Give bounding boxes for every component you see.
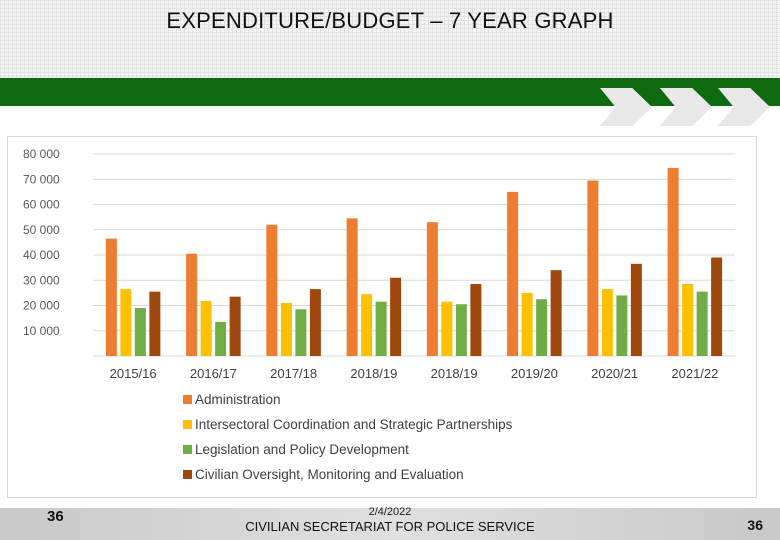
bar bbox=[295, 309, 307, 356]
y-tick-label: 60 000 bbox=[23, 198, 60, 212]
bar bbox=[426, 222, 438, 356]
bar bbox=[120, 289, 132, 356]
legend-swatch bbox=[183, 445, 192, 454]
bar bbox=[390, 277, 402, 356]
header-band bbox=[0, 0, 780, 78]
bar bbox=[105, 238, 117, 356]
green-accent-bar bbox=[0, 78, 780, 106]
bar bbox=[470, 284, 482, 356]
bar bbox=[134, 308, 146, 356]
bar bbox=[521, 292, 533, 356]
legend-swatch bbox=[183, 420, 192, 429]
bar bbox=[215, 321, 227, 356]
legend-label: Administration bbox=[195, 392, 281, 407]
bar bbox=[280, 302, 292, 356]
bar bbox=[229, 296, 241, 356]
bar bbox=[587, 180, 599, 356]
legend-swatch bbox=[183, 470, 192, 479]
x-tick-label: 2016/17 bbox=[190, 366, 237, 381]
y-tick-label: 70 000 bbox=[23, 172, 60, 186]
bar bbox=[346, 218, 358, 356]
bar bbox=[550, 270, 562, 356]
bar bbox=[616, 295, 628, 356]
bar bbox=[507, 191, 519, 356]
x-tick-label: 2019/20 bbox=[511, 366, 558, 381]
bar bbox=[266, 224, 278, 356]
x-tick-label: 2017/18 bbox=[270, 366, 317, 381]
x-tick-label: 2015/16 bbox=[110, 366, 157, 381]
slide-number-right: 36 bbox=[747, 517, 763, 533]
bar bbox=[200, 300, 212, 356]
y-tick-label: 10 000 bbox=[23, 324, 60, 338]
y-tick-label: 80 000 bbox=[23, 147, 60, 161]
bar bbox=[696, 291, 708, 356]
expenditure-bar-chart: 10 000 20 000 30 000 40 000 50 000 60 000 70 0… bbox=[23, 147, 735, 482]
bar bbox=[186, 253, 198, 356]
y-tick-label: 50 000 bbox=[23, 223, 60, 237]
bar bbox=[375, 301, 387, 356]
bar bbox=[601, 289, 613, 356]
organization-name: CIVILIAN SECRETARIAT FOR POLICE SERVICE bbox=[245, 519, 535, 534]
legend-label: Civilian Oversight, Monitoring and Evalu… bbox=[195, 467, 464, 482]
bar bbox=[711, 257, 723, 356]
y-tick-label: 20 000 bbox=[23, 299, 60, 313]
legend-label: Legislation and Policy Development bbox=[195, 442, 409, 457]
y-tick-label: 30 000 bbox=[23, 273, 60, 287]
legend-swatch bbox=[183, 395, 192, 404]
x-tick-label: 2018/19 bbox=[431, 366, 478, 381]
bar bbox=[309, 289, 321, 356]
slide-number-left: 36 bbox=[47, 508, 64, 525]
x-tick-label: 2021/22 bbox=[671, 366, 718, 381]
bar bbox=[682, 284, 694, 356]
bar bbox=[361, 294, 373, 356]
y-tick-label: 40 000 bbox=[23, 248, 60, 262]
bar bbox=[536, 299, 548, 356]
x-tick-label: 2018/19 bbox=[350, 366, 397, 381]
legend-label: Intersectoral Coordination and Strategic… bbox=[195, 417, 513, 432]
bar bbox=[441, 301, 453, 356]
bar bbox=[630, 263, 642, 356]
bar bbox=[455, 304, 467, 356]
slide-title: EXPENDITURE/BUDGET – 7 YEAR GRAPH bbox=[166, 8, 614, 33]
footer-bar bbox=[0, 508, 780, 540]
bar bbox=[149, 291, 161, 356]
x-tick-label: 2020/21 bbox=[591, 366, 638, 381]
bar bbox=[667, 167, 679, 356]
slide-date: 2/4/2022 bbox=[368, 506, 412, 518]
